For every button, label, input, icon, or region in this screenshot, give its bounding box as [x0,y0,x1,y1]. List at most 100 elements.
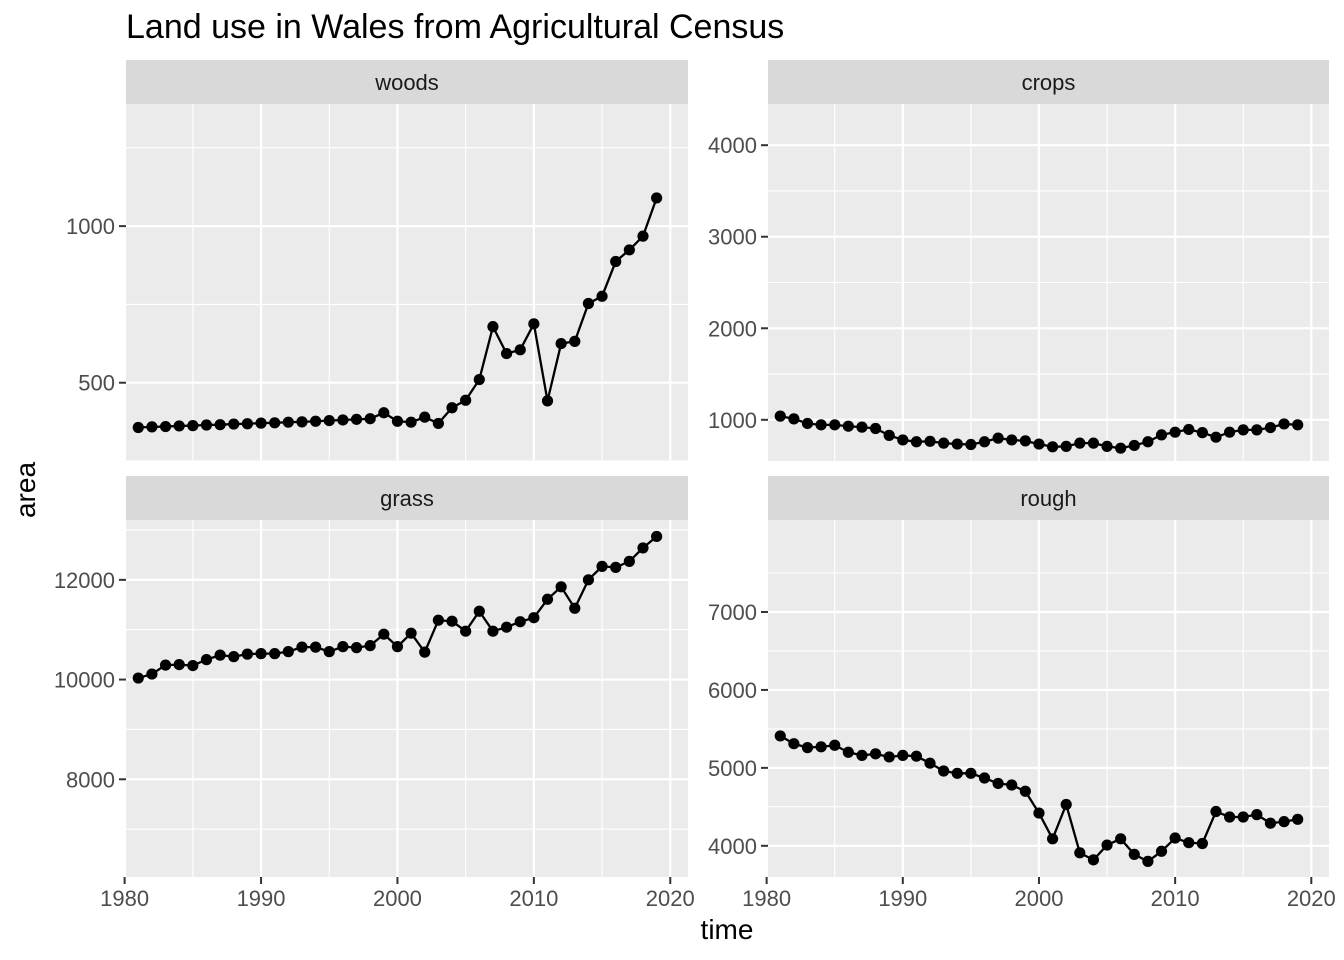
y-tick-label: 10000 [54,668,115,693]
chart-title: Land use in Wales from Agricultural Cens… [126,8,784,46]
y-tick-label: 7000 [708,600,757,625]
data-point [1101,440,1113,452]
data-point [173,658,185,671]
data-point [187,420,199,432]
data-point [788,738,800,750]
data-point [596,560,608,572]
data-point [856,749,868,762]
data-point [992,777,1004,790]
data-point [869,422,882,435]
data-point [965,767,977,779]
data-point [473,373,485,386]
data-point [173,420,185,432]
data-point [774,410,786,422]
data-point [801,417,814,430]
data-point [187,659,199,672]
data-point [555,581,567,593]
data-point [1046,833,1059,845]
strip-label-woods: woods [374,70,439,95]
data-point [1115,442,1127,454]
data-point [569,602,581,614]
data-point [282,416,294,428]
data-point [897,749,909,762]
data-point [255,417,267,429]
data-point [391,641,404,653]
data-point [623,244,635,256]
data-point [788,413,800,425]
data-point [938,765,950,777]
y-tick-label: 8000 [66,767,115,792]
data-point [910,436,923,448]
panel-background [126,104,688,461]
data-point [1278,816,1290,828]
y-tick-label: 12000 [54,568,115,593]
data-point [1183,837,1195,849]
data-point [569,335,581,347]
data-point [378,407,390,419]
data-point [651,530,663,543]
data-point [1196,427,1208,439]
data-point [364,640,376,652]
y-tick-label: 5000 [708,756,757,781]
data-point [1128,848,1140,860]
data-point [200,419,213,431]
data-point [555,337,567,350]
data-point [432,614,444,626]
data-point [1033,438,1045,450]
data-point [1128,439,1140,452]
data-point [924,757,936,769]
data-point [1142,855,1154,868]
x-tick-label: 2020 [1287,886,1336,911]
data-point [146,421,158,433]
data-point [514,344,526,356]
data-point [460,394,472,406]
y-tick-label: 1000 [66,214,115,239]
data-point [296,641,308,653]
data-point [815,419,827,431]
data-point [1101,839,1113,851]
data-point [610,561,622,573]
data-point [978,772,991,784]
data-point [883,429,895,441]
data-point [296,416,308,428]
data-point [829,739,841,751]
data-point [938,437,950,449]
data-point [1142,436,1154,448]
data-point [1046,441,1059,453]
data-point [1169,832,1181,844]
data-point [1210,805,1222,818]
data-point [1074,847,1086,859]
strip-crops [768,60,1329,104]
y-tick-label: 2000 [708,316,757,341]
data-point [500,621,513,633]
y-tick-label: 4000 [708,834,757,859]
data-point [1019,785,1031,797]
data-point [500,347,513,360]
data-point [1006,779,1018,791]
data-point [910,750,923,762]
strip-label-grass: grass [380,486,434,511]
data-point [1196,837,1208,850]
data-point [842,420,854,432]
data-point [200,654,213,666]
data-point [269,648,281,660]
data-point [1237,811,1249,823]
data-point [159,420,172,433]
x-tick-label: 2020 [646,886,695,911]
data-point [1155,429,1168,441]
data-point [897,434,909,446]
data-point [1223,811,1236,823]
data-point [310,415,322,427]
panel-rough: rough 4000 5000 6000 7000 1980 1990 2000 2010 202… [708,476,1336,911]
data-point [378,628,390,640]
x-tick-label: 2010 [1151,886,1200,911]
data-point [651,192,663,204]
data-point [1292,813,1304,825]
x-tick-label: 1980 [742,886,791,911]
data-point [869,748,882,760]
data-point [269,417,281,429]
data-point [1060,440,1072,452]
data-point [610,255,622,268]
data-point [473,605,485,617]
